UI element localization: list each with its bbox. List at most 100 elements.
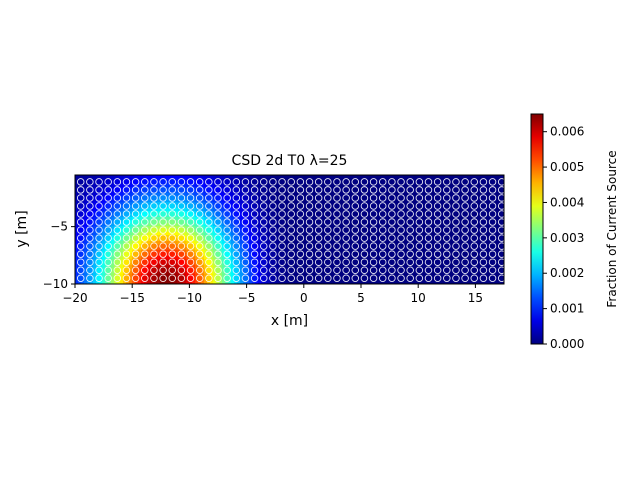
grid-point xyxy=(351,218,360,226)
grid-point xyxy=(443,194,451,202)
grid-point xyxy=(86,210,94,218)
grid-point xyxy=(269,218,277,226)
grid-point xyxy=(150,234,158,242)
grid-point xyxy=(415,226,424,234)
grid-point xyxy=(250,258,259,266)
grid-point xyxy=(278,210,286,218)
grid-point xyxy=(177,266,186,274)
grid-point xyxy=(214,186,222,194)
grid-point xyxy=(241,226,250,234)
grid-point xyxy=(378,242,387,250)
grid-point xyxy=(479,242,488,250)
grid-point xyxy=(223,226,231,234)
grid-point xyxy=(278,234,286,242)
grid-point xyxy=(424,258,433,266)
grid-point xyxy=(397,258,405,266)
grid-point xyxy=(159,250,167,258)
grid-point xyxy=(351,234,360,242)
grid-point xyxy=(342,202,350,210)
grid-point xyxy=(141,242,149,250)
grid-point xyxy=(76,266,85,274)
grid-point xyxy=(488,210,497,218)
grid-point xyxy=(406,194,414,202)
grid-point xyxy=(443,258,451,266)
grid-point xyxy=(360,178,369,186)
grid-point xyxy=(479,226,488,234)
grid-point xyxy=(488,242,497,250)
grid-point xyxy=(76,202,85,210)
grid-point xyxy=(287,210,295,218)
x-tick-label: −5 xyxy=(238,291,256,305)
grid-point xyxy=(452,250,460,258)
grid-point xyxy=(397,186,405,194)
grid-point xyxy=(95,226,103,234)
grid-point xyxy=(241,242,250,250)
grid-point xyxy=(141,266,149,274)
grid-point xyxy=(470,218,479,226)
grid-point xyxy=(342,234,350,242)
grid-point xyxy=(443,234,451,242)
grid-point xyxy=(388,186,396,194)
grid-point xyxy=(443,178,451,186)
grid-point xyxy=(223,250,231,258)
grid-point xyxy=(397,234,405,242)
grid-point xyxy=(250,194,259,202)
grid-point xyxy=(360,202,369,210)
grid-point xyxy=(433,258,442,266)
grid-point xyxy=(296,194,305,202)
grid-point xyxy=(232,258,241,266)
grid-point xyxy=(342,218,350,226)
grid-point xyxy=(388,234,396,242)
grid-point xyxy=(214,202,222,210)
grid-point xyxy=(95,242,103,250)
grid-point xyxy=(406,266,414,274)
grid-point xyxy=(232,218,241,226)
grid-point xyxy=(324,218,332,226)
grid-point xyxy=(305,218,314,226)
grid-point xyxy=(159,258,167,266)
grid-point xyxy=(232,226,241,234)
grid-point xyxy=(360,258,369,266)
grid-point xyxy=(260,234,268,242)
grid-point xyxy=(95,202,103,210)
grid-point xyxy=(131,194,140,202)
grid-point xyxy=(86,202,94,210)
grid-point xyxy=(269,250,277,258)
grid-point xyxy=(324,242,332,250)
grid-point xyxy=(497,202,504,210)
grid-point xyxy=(205,266,213,274)
grid-point xyxy=(186,202,195,210)
grid-point xyxy=(150,178,158,186)
grid-point xyxy=(113,274,122,283)
grid-point xyxy=(260,186,268,194)
grid-point xyxy=(131,274,140,283)
grid-point xyxy=(205,250,213,258)
grid-point xyxy=(388,202,396,210)
grid-point xyxy=(470,258,479,266)
grid-point xyxy=(424,250,433,258)
grid-point xyxy=(415,210,424,218)
grid-point xyxy=(269,194,277,202)
grid-point xyxy=(86,250,94,258)
grid-point xyxy=(159,242,167,250)
grid-point xyxy=(324,210,332,218)
grid-point xyxy=(95,218,103,226)
grid-point xyxy=(287,258,295,266)
grid-point xyxy=(488,178,497,186)
grid-point xyxy=(333,202,341,210)
grid-point xyxy=(305,226,314,234)
grid-point xyxy=(159,202,167,210)
grid-point xyxy=(360,218,369,226)
grid-point xyxy=(186,194,195,202)
grid-point xyxy=(223,242,231,250)
grid-point xyxy=(122,250,131,258)
grid-point xyxy=(479,178,488,186)
grid-point xyxy=(324,186,332,194)
colorbar-gradient xyxy=(531,114,543,344)
grid-point xyxy=(314,194,323,202)
grid-point xyxy=(278,178,286,186)
grid-point xyxy=(86,234,94,242)
grid-point xyxy=(351,242,360,250)
grid-point xyxy=(205,234,213,242)
grid-point xyxy=(131,258,140,266)
